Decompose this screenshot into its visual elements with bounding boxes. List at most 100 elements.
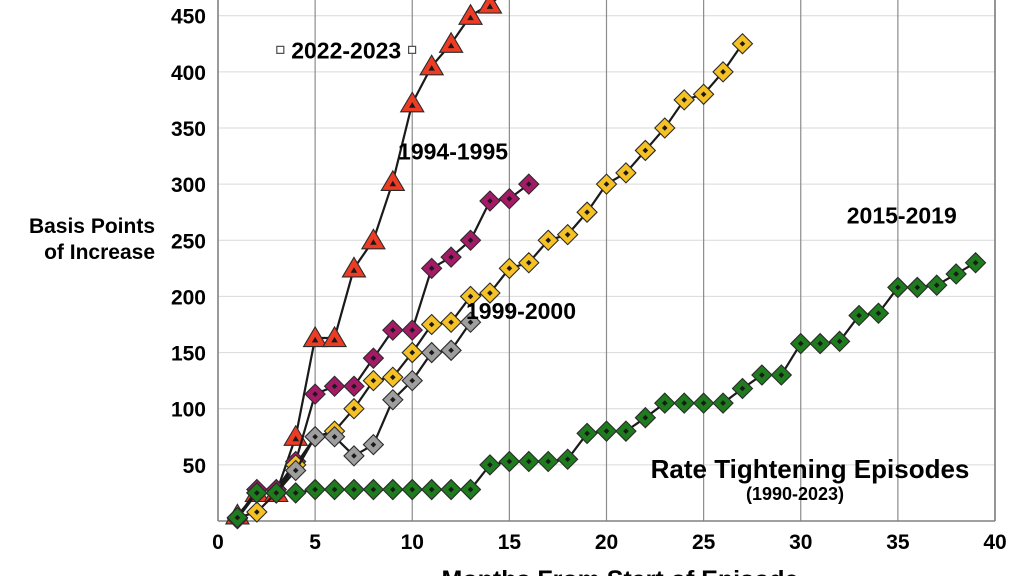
marker-center-dot	[467, 293, 474, 300]
marker-center-dot	[972, 259, 979, 266]
x-axis-title: Months From Start of Episode	[442, 566, 799, 576]
marker-center-dot	[448, 319, 454, 326]
marker-center-dot	[875, 310, 882, 317]
data-point	[731, 32, 754, 55]
data-point	[304, 383, 326, 405]
marker-center-dot	[526, 181, 532, 187]
data-point	[399, 91, 425, 113]
marker-center-dot	[797, 340, 804, 347]
marker-center-dot	[273, 490, 280, 496]
data-point	[440, 311, 462, 334]
data-point	[634, 406, 657, 429]
marker-center-dot	[506, 265, 513, 272]
marker-center-dot	[428, 265, 435, 272]
marker-center-dot	[661, 125, 668, 131]
data-point	[382, 388, 404, 411]
marker-center-dot	[351, 486, 357, 493]
marker-center-dot	[526, 458, 532, 465]
data-point	[284, 459, 307, 482]
data-point	[576, 422, 598, 445]
selection-handle-right[interactable]	[408, 45, 417, 54]
series-label-text: 1999-2000	[466, 298, 576, 324]
marker-center-dot	[351, 405, 357, 412]
series-label-1994-1995[interactable]: 1994-1995	[398, 138, 508, 164]
marker-center-dot	[467, 486, 474, 493]
marker-center-dot	[895, 284, 901, 291]
x-tick-label: 40	[983, 531, 1006, 554]
data-point	[673, 89, 695, 111]
data-point	[887, 276, 909, 299]
data-point	[731, 377, 754, 400]
data-point	[362, 478, 385, 501]
marker-center-dot	[681, 400, 687, 406]
marker-center-dot	[408, 102, 416, 108]
marker-center-dot	[623, 170, 629, 176]
data-point	[420, 341, 443, 364]
x-tick-label: 25	[692, 531, 716, 554]
marker-triangle	[438, 31, 464, 53]
selection-handle-left[interactable]	[276, 45, 285, 54]
marker-center-dot	[856, 312, 862, 319]
marker-center-dot	[564, 231, 571, 238]
marker-triangle	[341, 256, 367, 278]
marker-center-dot	[914, 284, 921, 291]
marker-triangle	[399, 91, 425, 113]
data-point	[362, 433, 385, 456]
marker-center-dot	[351, 453, 357, 459]
data-point	[382, 478, 404, 501]
marker-center-dot	[312, 391, 318, 397]
marker-center-dot	[234, 514, 241, 521]
series-label-2022-2023[interactable]: 2022-2023	[276, 37, 417, 63]
marker-center-dot	[311, 336, 319, 343]
marker-center-dot	[603, 428, 610, 434]
y-tick-label: 300	[171, 174, 206, 197]
data-point	[284, 482, 307, 504]
data-point	[477, 0, 503, 14]
chart-title-block: Rate Tightening Episodes (1990-2023)	[651, 454, 970, 504]
data-point	[420, 257, 443, 280]
series-label-1999-2000[interactable]: 1999-2000	[466, 298, 576, 324]
marker-center-dot	[254, 509, 260, 515]
series-label-2015-2019[interactable]: 2015-2019	[847, 202, 957, 228]
marker-center-dot	[739, 40, 746, 47]
marker-center-dot	[467, 14, 474, 21]
marker-center-dot	[720, 400, 726, 406]
data-point	[556, 448, 579, 471]
x-tick-label: 20	[595, 531, 618, 554]
marker-center-dot	[700, 400, 707, 406]
series-line	[236, 183, 530, 519]
x-tick-label: 30	[789, 531, 812, 554]
data-series-layer	[224, 0, 987, 530]
marker-center-dot	[642, 147, 649, 154]
marker-center-dot	[390, 327, 396, 333]
data-point	[323, 375, 346, 398]
series-label-text: 2015-2019	[847, 202, 957, 228]
marker-center-dot	[292, 490, 299, 496]
marker-center-dot	[778, 372, 785, 378]
marker-center-dot	[953, 271, 959, 277]
marker-center-dot	[603, 181, 610, 187]
data-point	[809, 332, 831, 355]
data-point	[302, 325, 328, 348]
y-axis-title-line1: Basis Points	[29, 215, 155, 238]
y-tick-label: 250	[171, 230, 206, 253]
marker-center-dot	[933, 282, 940, 288]
data-point	[770, 364, 793, 386]
marker-center-dot	[292, 467, 299, 474]
y-tick-label: 450	[171, 6, 206, 29]
data-point	[653, 392, 676, 414]
data-point	[304, 426, 326, 448]
x-tick-label: 0	[212, 531, 224, 554]
marker-center-dot	[836, 338, 843, 345]
data-point	[518, 173, 540, 195]
marker-center-dot	[642, 414, 649, 421]
data-point	[420, 478, 443, 501]
y-tick-label: 350	[171, 118, 206, 141]
marker-center-dot	[817, 340, 823, 347]
data-point	[343, 445, 365, 467]
marker-center-dot	[487, 462, 493, 468]
data-point	[322, 325, 348, 348]
data-point	[362, 369, 385, 392]
data-point	[440, 339, 462, 362]
